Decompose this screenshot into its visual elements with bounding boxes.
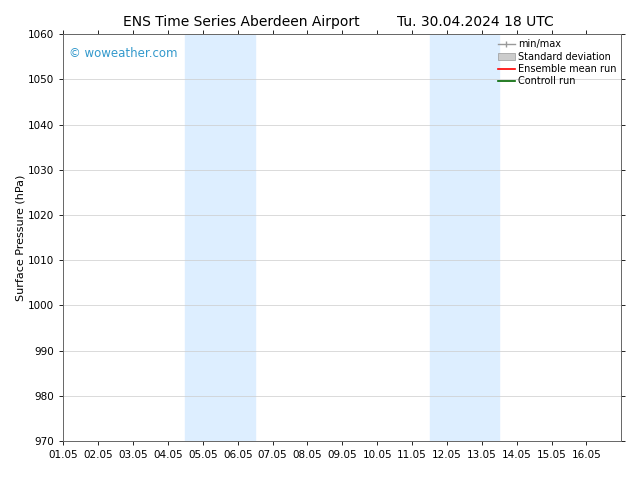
Text: ENS Time Series Aberdeen Airport: ENS Time Series Aberdeen Airport <box>122 15 359 29</box>
Bar <box>429 34 500 441</box>
Bar <box>185 34 255 441</box>
Text: © woweather.com: © woweather.com <box>69 47 178 59</box>
Y-axis label: Surface Pressure (hPa): Surface Pressure (hPa) <box>15 174 25 301</box>
Legend: min/max, Standard deviation, Ensemble mean run, Controll run: min/max, Standard deviation, Ensemble me… <box>496 37 618 88</box>
Text: Tu. 30.04.2024 18 UTC: Tu. 30.04.2024 18 UTC <box>397 15 554 29</box>
